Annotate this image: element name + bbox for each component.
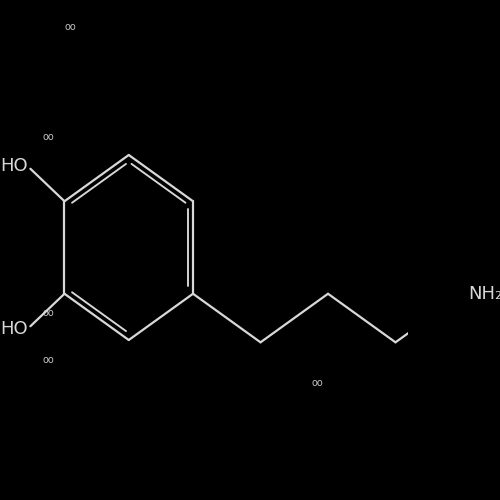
Text: HO: HO bbox=[0, 156, 28, 174]
Text: oo: oo bbox=[42, 355, 54, 365]
Text: oo: oo bbox=[42, 132, 54, 142]
Text: NH₂: NH₂ bbox=[468, 284, 500, 302]
Text: oo: oo bbox=[64, 22, 76, 32]
Text: oo: oo bbox=[42, 308, 54, 318]
Text: HO: HO bbox=[0, 320, 28, 338]
Text: oo: oo bbox=[312, 378, 323, 388]
